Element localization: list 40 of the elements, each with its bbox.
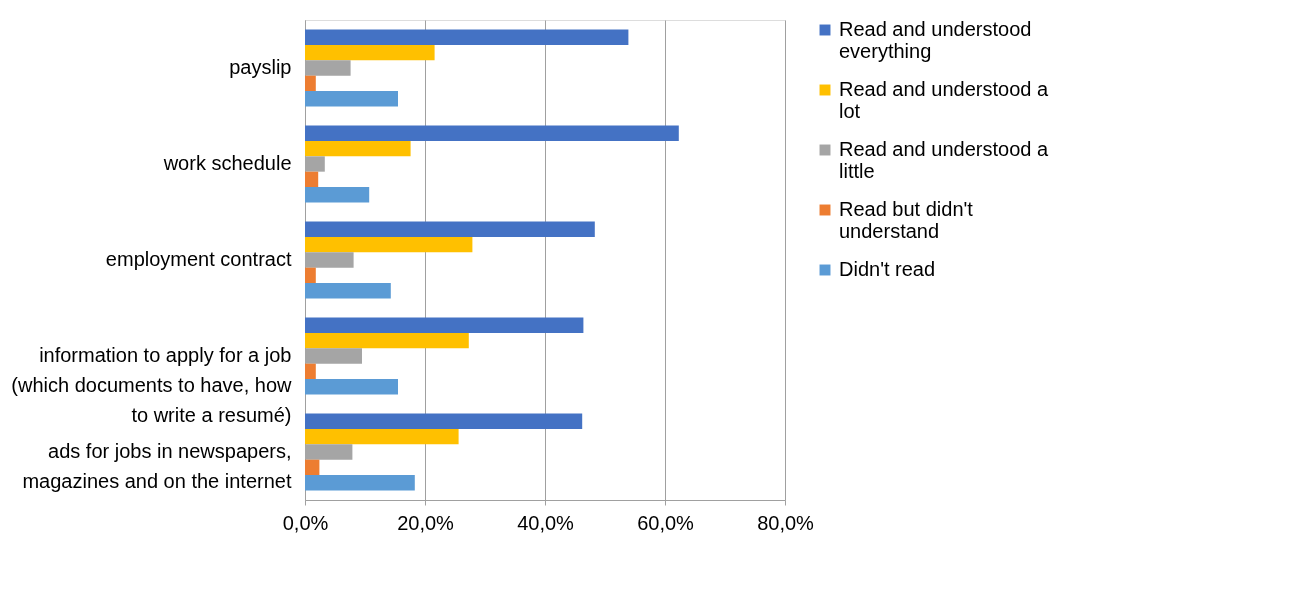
y-tick-label: ads for jobs in newspapers, magazines and on the internet (22, 440, 292, 492)
bar (305, 125, 679, 141)
bar (305, 428, 459, 445)
bar (305, 60, 351, 76)
bar (305, 475, 415, 491)
bar (305, 413, 583, 429)
legend-label: Read but didn't understand (839, 198, 974, 242)
bar (305, 267, 316, 284)
bar (305, 171, 319, 188)
x-tick-label: 40,0% (517, 511, 575, 534)
bar (305, 29, 629, 45)
y-tick-label: employment contract (105, 248, 292, 270)
bar (305, 44, 435, 61)
bar (305, 156, 325, 172)
bar (305, 187, 370, 203)
bar (305, 140, 411, 157)
bar (305, 252, 354, 268)
bar (305, 348, 362, 364)
y-tick-label: information to apply for a job (which documents to have, how to write a resumé) (11, 344, 293, 426)
bar (305, 459, 320, 476)
y-tick-label: payslip (229, 56, 292, 78)
bar (305, 75, 316, 92)
bar (305, 236, 473, 253)
bar (305, 91, 398, 107)
bar (305, 444, 353, 460)
bar (305, 332, 469, 349)
bar (305, 317, 584, 333)
x-tick-label: 20,0% (397, 511, 455, 534)
bar (305, 283, 391, 299)
legend-label: Didn't read (839, 258, 936, 280)
x-tick-label: 60,0% (637, 511, 695, 534)
legend-label: Read and understood everything (839, 18, 1032, 62)
bar (305, 379, 398, 395)
bar (305, 221, 595, 237)
bar (305, 363, 316, 380)
x-tick-label: 80,0% (757, 511, 815, 534)
legend-label: Read and understood a lot (839, 78, 1049, 122)
legend-label: Read and understood a little (839, 138, 1049, 182)
x-tick-label: 0,0% (282, 511, 329, 534)
y-tick-label: work schedule (162, 152, 292, 174)
